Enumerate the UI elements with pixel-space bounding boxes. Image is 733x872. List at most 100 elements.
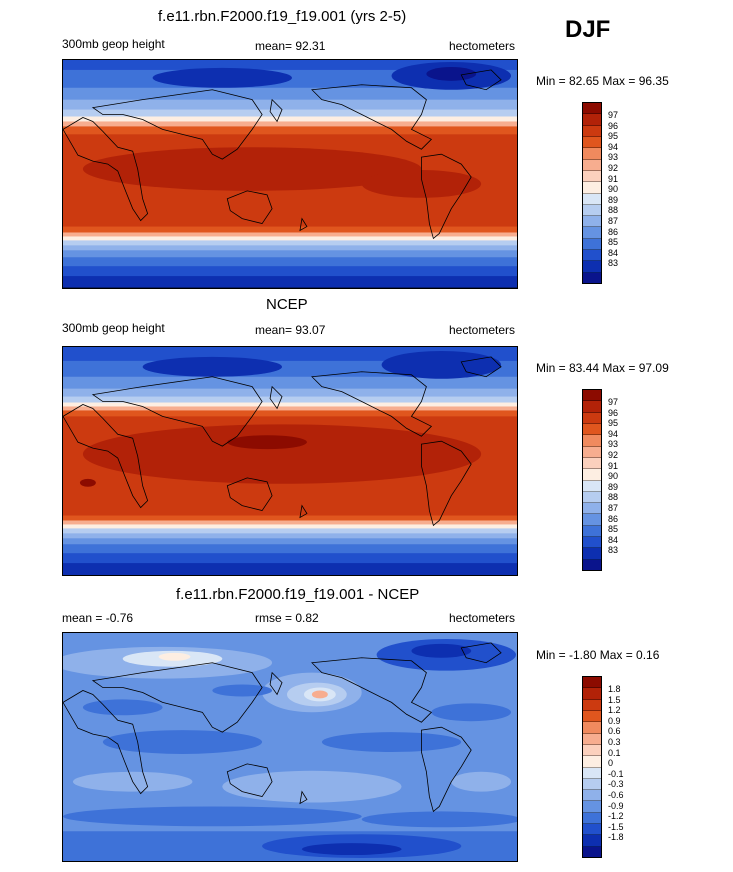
panel-3-map: [62, 632, 518, 862]
colorbar-tick-label: 86: [608, 226, 619, 237]
colorbar-tick-label: 0.6: [608, 726, 621, 737]
panel-1-variable-label: 300mb geop height: [62, 37, 165, 51]
colorbar-tick-label: 91: [608, 173, 619, 184]
panel-3-title: f.e11.rbn.F2000.f19_f19.001 - NCEP: [176, 586, 420, 603]
colorbar-swatch: [583, 525, 601, 538]
colorbar-tick-label: 1.2: [608, 705, 621, 716]
colorbar-swatch: [583, 469, 601, 481]
colorbar-swatch: [583, 272, 601, 283]
panel-3-units-label: hectometers: [449, 611, 516, 625]
colorbar-swatch: [583, 103, 601, 115]
colorbar-swatch: [583, 125, 601, 137]
panel-1-units-label: hectometers: [449, 39, 516, 53]
colorbar-tick-label: 88: [608, 205, 619, 216]
panel-1-colorbar-labels: 97 96 95 94 93 92 91 90 89 88 87 86 85 84 83: [608, 110, 618, 269]
colorbar-swatch: [583, 778, 601, 791]
colorbar-swatch: [583, 767, 601, 779]
colorbar-swatch: [583, 824, 601, 836]
colorbar-tick-label: 96: [608, 120, 619, 131]
colorbar-tick-label: 94: [608, 428, 619, 439]
panel-1-colorbar: [582, 102, 602, 284]
colorbar-swatch: [583, 756, 601, 768]
colorbar-swatch: [583, 733, 601, 745]
colorbar-swatch: [583, 261, 601, 273]
panel-1-mean-label: mean= 92.31: [255, 39, 326, 53]
colorbar-tick-label: -0.6: [608, 789, 624, 800]
colorbar-swatch: [583, 801, 601, 813]
colorbar-swatch: [583, 514, 601, 526]
colorbar-swatch: [583, 457, 601, 470]
colorbar-swatch: [583, 250, 601, 262]
panel-3-colorbar-labels: 1.8 1.5 1.2 0.9 0.6 0.3 0.1 0 -0.1 -0.3 -0.6 -0.9 -1…: [608, 684, 624, 843]
colorbar-swatch: [583, 699, 601, 711]
colorbar-tick-label: 93: [608, 152, 619, 163]
colorbar-swatch: [583, 722, 601, 734]
panel-2-map: [62, 346, 518, 576]
panel-2-variable-label: 300mb geop height: [62, 321, 165, 335]
colorbar-tick-label: 85: [608, 237, 619, 248]
colorbar-tick-label: 97: [608, 110, 619, 120]
colorbar-tick-label: 92: [608, 162, 619, 173]
colorbar-swatch: [583, 193, 601, 205]
panel-2-mean-label: mean= 93.07: [255, 323, 326, 337]
colorbar-swatch: [583, 148, 601, 160]
colorbar-tick-label: 0.9: [608, 715, 621, 726]
panel-2-units-label: hectometers: [449, 323, 516, 337]
colorbar-tick-label: 0.3: [608, 736, 621, 747]
colorbar-swatch: [583, 548, 601, 560]
colorbar-tick-label: 90: [608, 184, 619, 195]
colorbar-swatch: [583, 136, 601, 149]
panel-2-title: NCEP: [266, 296, 308, 313]
panel-3-rmse-label: rmse = 0.82: [255, 611, 319, 625]
colorbar-tick-label: 96: [608, 407, 619, 418]
colorbar-swatch: [583, 491, 601, 504]
colorbar-swatch: [583, 480, 601, 492]
colorbar-swatch: [583, 170, 601, 183]
colorbar-swatch: [583, 159, 601, 171]
panel-1-minmax: Min = 82.65 Max = 96.35: [536, 74, 669, 88]
colorbar-tick-label: 89: [608, 194, 619, 205]
colorbar-swatch: [583, 812, 601, 825]
panel-2-colorbar: [582, 389, 602, 571]
colorbar-tick-label: 91: [608, 460, 619, 471]
colorbar-tick-label: 88: [608, 492, 619, 503]
colorbar-swatch: [583, 423, 601, 436]
colorbar-tick-label: 83: [608, 258, 619, 269]
colorbar-swatch: [583, 710, 601, 723]
colorbar-tick-label: 0.1: [608, 747, 621, 758]
panel-2-minmax: Min = 83.44 Max = 97.09: [536, 361, 669, 375]
panel-1-title: f.e11.rbn.F2000.f19_f19.001 (yrs 2-5): [158, 8, 407, 25]
colorbar-tick-label: -0.3: [608, 779, 624, 790]
colorbar-tick-label: 92: [608, 449, 619, 460]
colorbar-swatch: [583, 835, 601, 847]
season-label: DJF: [565, 16, 611, 43]
colorbar-swatch: [583, 790, 601, 802]
colorbar-tick-label: 89: [608, 481, 619, 492]
colorbar-tick-label: -1.8: [608, 832, 624, 843]
panel-3-colorbar: [582, 676, 602, 858]
colorbar-tick-label: 84: [608, 534, 619, 545]
colorbar-swatch: [583, 390, 601, 402]
colorbar-swatch: [583, 559, 601, 570]
colorbar-tick-label: 90: [608, 471, 619, 482]
colorbar-swatch: [583, 503, 601, 515]
colorbar-swatch: [583, 227, 601, 239]
colorbar-swatch: [583, 216, 601, 228]
colorbar-tick-label: -1.2: [608, 811, 624, 822]
panel-3-mean-label: mean = -0.76: [62, 611, 134, 625]
panel-3-minmax: Min = -1.80 Max = 0.16: [536, 648, 660, 662]
colorbar-swatch: [583, 238, 601, 251]
colorbar-tick-label: 1.5: [608, 694, 621, 705]
colorbar-tick-label: 0: [608, 758, 614, 769]
colorbar-tick-label: 94: [608, 141, 619, 152]
colorbar-tick-label: 87: [608, 215, 619, 226]
colorbar-swatch: [583, 677, 601, 689]
colorbar-tick-label: 86: [608, 513, 619, 524]
colorbar-swatch: [583, 204, 601, 217]
colorbar-swatch: [583, 435, 601, 447]
colorbar-swatch: [583, 446, 601, 458]
colorbar-swatch: [583, 412, 601, 424]
colorbar-swatch: [583, 846, 601, 857]
colorbar-tick-label: 83: [608, 545, 619, 556]
colorbar-tick-label: 84: [608, 247, 619, 258]
